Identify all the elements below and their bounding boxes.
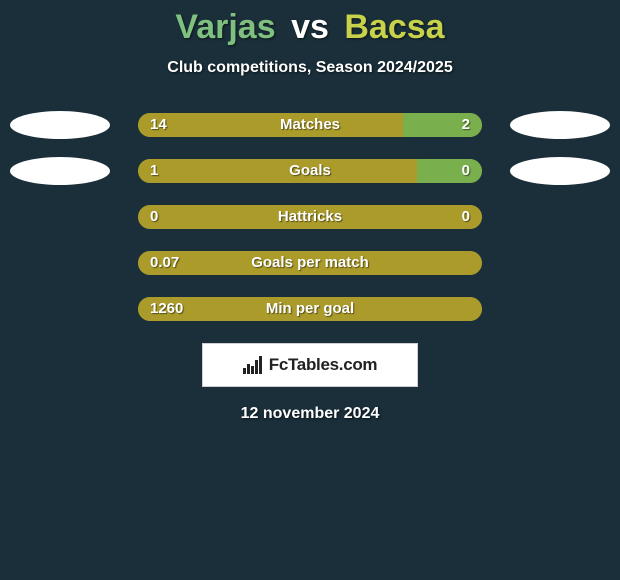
stat-row: 1260 Min per goal — [0, 297, 620, 321]
stat-row: 0.07 Goals per match — [0, 251, 620, 275]
stat-bar: 1260 Min per goal — [138, 297, 482, 321]
stat-bar: 0 0 Hattricks — [138, 205, 482, 229]
stat-row: 14 2 Matches — [0, 113, 620, 137]
bar-left-fill — [138, 113, 403, 137]
vs-label: vs — [291, 8, 329, 46]
stat-row: 1 0 Goals — [0, 159, 620, 183]
stat-row: 0 0 Hattricks — [0, 205, 620, 229]
stat-metric-label: Min per goal — [266, 297, 354, 321]
stat-bar: 0.07 Goals per match — [138, 251, 482, 275]
stat-left-value: 1 — [150, 159, 158, 183]
source-logo-text: FcTables.com — [269, 355, 378, 375]
bar-right-fill — [403, 113, 482, 137]
stat-right-value: 0 — [462, 205, 470, 229]
comparison-title: Varjas vs Bacsa — [0, 8, 620, 47]
player1-name: Varjas — [175, 8, 275, 46]
stat-right-value: 2 — [462, 113, 470, 137]
bar-chart-icon — [243, 356, 265, 374]
source-logo: FcTables.com — [243, 355, 378, 375]
player2-name: Bacsa — [344, 8, 444, 46]
stat-left-value: 14 — [150, 113, 167, 137]
date-label: 12 november 2024 — [0, 405, 620, 423]
stat-bar: 1 0 Goals — [138, 159, 482, 183]
infographic-container: Varjas vs Bacsa Club competitions, Seaso… — [0, 0, 620, 423]
stat-metric-label: Hattricks — [278, 205, 342, 229]
subtitle: Club competitions, Season 2024/2025 — [0, 59, 620, 77]
stat-bars: 14 2 Matches 1 0 Goals 0 0 Hattricks 0.07 Goals pe… — [0, 113, 620, 321]
player2-avatar — [510, 111, 610, 139]
stat-metric-label: Goals — [289, 159, 331, 183]
source-logo-box[interactable]: FcTables.com — [202, 343, 418, 387]
stat-metric-label: Goals per match — [251, 251, 369, 275]
bar-left-fill — [138, 159, 417, 183]
player1-avatar — [10, 157, 110, 185]
bar-right-fill — [417, 159, 482, 183]
player2-avatar — [510, 157, 610, 185]
stat-left-value: 1260 — [150, 297, 183, 321]
stat-left-value: 0.07 — [150, 251, 179, 275]
stat-metric-label: Matches — [280, 113, 340, 137]
stat-left-value: 0 — [150, 205, 158, 229]
stat-bar: 14 2 Matches — [138, 113, 482, 137]
stat-right-value: 0 — [462, 159, 470, 183]
player1-avatar — [10, 111, 110, 139]
